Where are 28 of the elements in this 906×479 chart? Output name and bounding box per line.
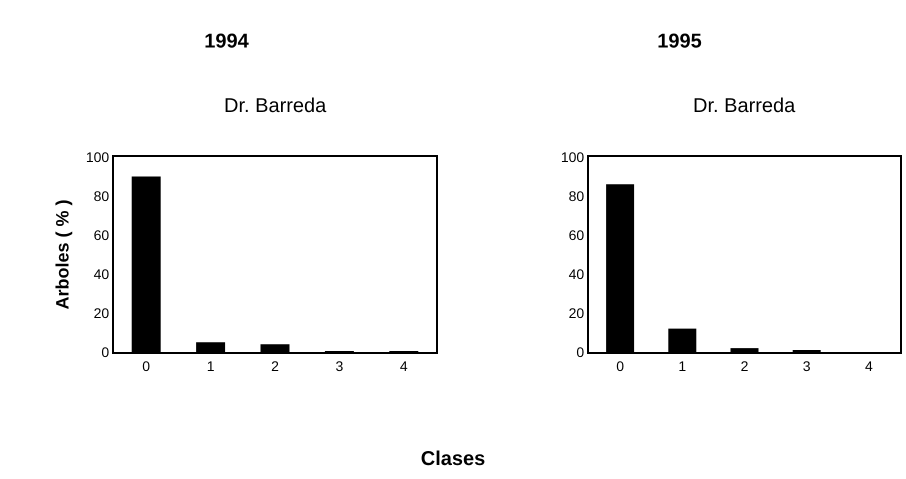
y-tick-label: 0 [101,344,110,360]
x-tick-label: 4 [865,358,873,374]
y-tick-label: 80 [568,188,584,204]
x-axis-title: Clases [420,448,486,471]
y-tick-label: 60 [568,226,584,243]
y-tick-label: 20 [94,304,110,321]
y-tick-label: 20 [568,304,584,321]
y-axis-title: Arboles ( % ) [52,199,73,310]
x-tick-label: 2 [271,358,280,374]
x-tick-label: 3 [336,358,344,374]
y-tick-label: 80 [94,188,110,204]
chart-subtitle: Dr. Barreda [224,95,328,117]
chart-subtitle: Dr. Barreda [693,95,796,117]
chart-title: 1995 [657,30,702,53]
x-tick-label: 1 [206,358,215,374]
y-tick-label: 0 [576,344,584,360]
x-tick-label: 3 [802,358,811,374]
x-tick-label: 1 [678,358,686,374]
y-tick-label: 40 [94,266,110,282]
y-tick-label: 100 [86,148,110,165]
x-tick-label: 4 [400,358,408,374]
x-tick-label: 0 [616,358,624,374]
y-tick-label: 60 [94,226,110,243]
x-tick-label: 0 [142,358,150,374]
y-tick-label: 40 [568,266,584,282]
y-tick-label: 100 [560,148,584,165]
chart-title: 1994 [204,30,250,53]
x-tick-label: 2 [740,358,749,374]
